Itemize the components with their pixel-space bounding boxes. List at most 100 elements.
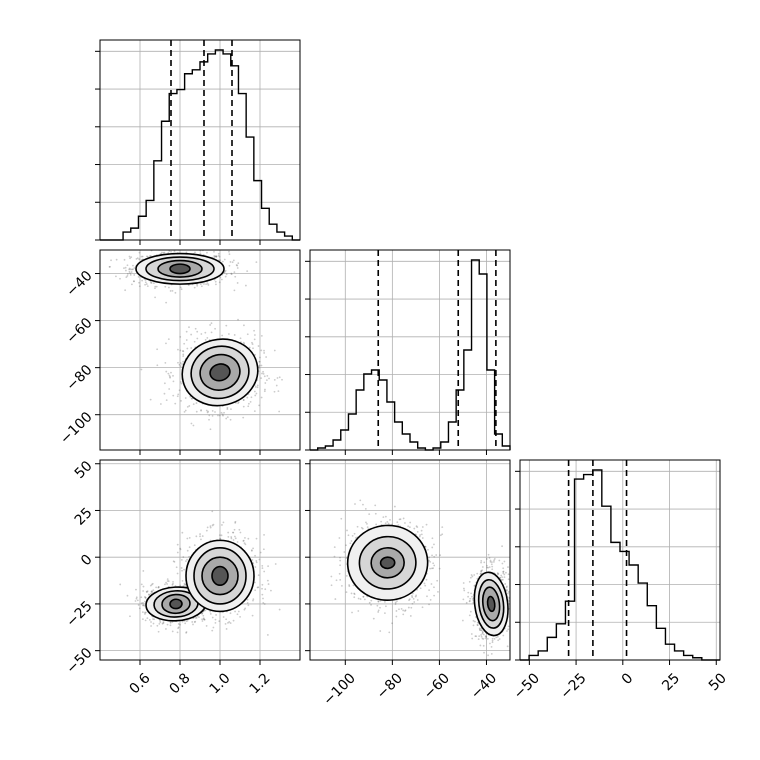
sample-point [142,585,145,588]
sample-point [196,337,199,340]
sample-point [237,610,240,613]
sample-point [201,612,203,615]
sample-point [345,574,348,577]
sample-point [172,582,174,585]
sample-point [352,584,355,587]
sample-point [131,283,133,286]
sample-point [205,625,208,627]
sample-point [168,250,171,252]
sample-point [497,573,500,575]
sample-point [334,598,337,600]
sample-point [95,258,97,260]
sample-point [430,583,433,585]
sample-point [262,372,265,375]
sample-point [140,602,143,604]
sample-point [200,333,203,335]
sample-point [257,586,260,589]
sample-point [411,592,414,595]
sample-point [221,334,224,337]
sample-point [418,535,421,538]
sample-point [187,247,189,249]
sample-point [253,334,256,336]
sample-point [413,527,416,530]
sample-point [262,548,265,551]
sample-point [150,583,153,586]
sample-point [255,261,258,264]
sample-point [219,537,221,540]
sample-point [253,410,256,413]
sample-point [348,584,351,586]
sample-point [228,253,231,256]
sample-point [193,544,196,547]
sample-point [194,327,197,330]
sample-point [195,616,198,619]
sample-point [441,526,444,528]
sample-point [341,584,343,587]
sample-point [252,598,255,601]
sample-point [250,396,253,399]
sample-point [478,635,481,638]
sample-point [416,526,419,529]
density-shade [170,264,190,274]
sample-point [350,540,353,542]
sample-point [264,382,267,384]
sample-point [463,587,465,590]
sample-point [236,264,239,267]
sample-point [168,374,171,377]
marginal-panel-0 [95,39,301,245]
sample-point [389,518,391,521]
sample-point [176,551,179,554]
sample-point [250,549,253,552]
sample-point [215,256,218,258]
sample-point [218,620,221,623]
sample-point [247,604,250,607]
sample-point [129,273,132,276]
sample-point [251,559,254,561]
sample-point [411,602,414,605]
sample-point [220,534,223,537]
sample-point [246,598,249,601]
sample-point [266,374,269,377]
sample-point [217,252,220,255]
sample-point [164,285,167,288]
sample-point [225,417,228,420]
sample-point [133,267,136,269]
histogram-bars [100,49,300,241]
sample-point [115,258,118,261]
sample-point [183,568,186,571]
sample-point [234,535,236,538]
sample-point [395,610,398,612]
sample-point [236,282,239,284]
sample-point [128,267,131,270]
sample-point [134,600,137,602]
sample-point [186,347,189,350]
sample-point [428,556,431,559]
sample-point [397,524,400,527]
sample-point [227,621,229,624]
sample-point [254,394,257,397]
sample-point [170,250,172,253]
sample-point [196,330,199,333]
sample-point [137,275,140,278]
sample-point [155,586,158,589]
sample-point [188,326,190,329]
sample-point [366,526,369,529]
sample-point [255,537,258,540]
sample-point [257,345,260,347]
sample-point [254,353,256,356]
sample-point [200,409,202,412]
sample-point [264,388,266,391]
sample-point [206,411,209,414]
sample-point [119,277,121,280]
sample-point [211,415,214,417]
sample-point [242,416,245,419]
sample-point [265,356,268,358]
sample-point [491,639,494,642]
sample-point [119,583,122,586]
sample-point [181,579,184,582]
sample-point [414,595,417,598]
sample-point [193,340,196,343]
sample-point [162,251,165,254]
sample-point [150,282,153,284]
sample-point [179,349,182,352]
